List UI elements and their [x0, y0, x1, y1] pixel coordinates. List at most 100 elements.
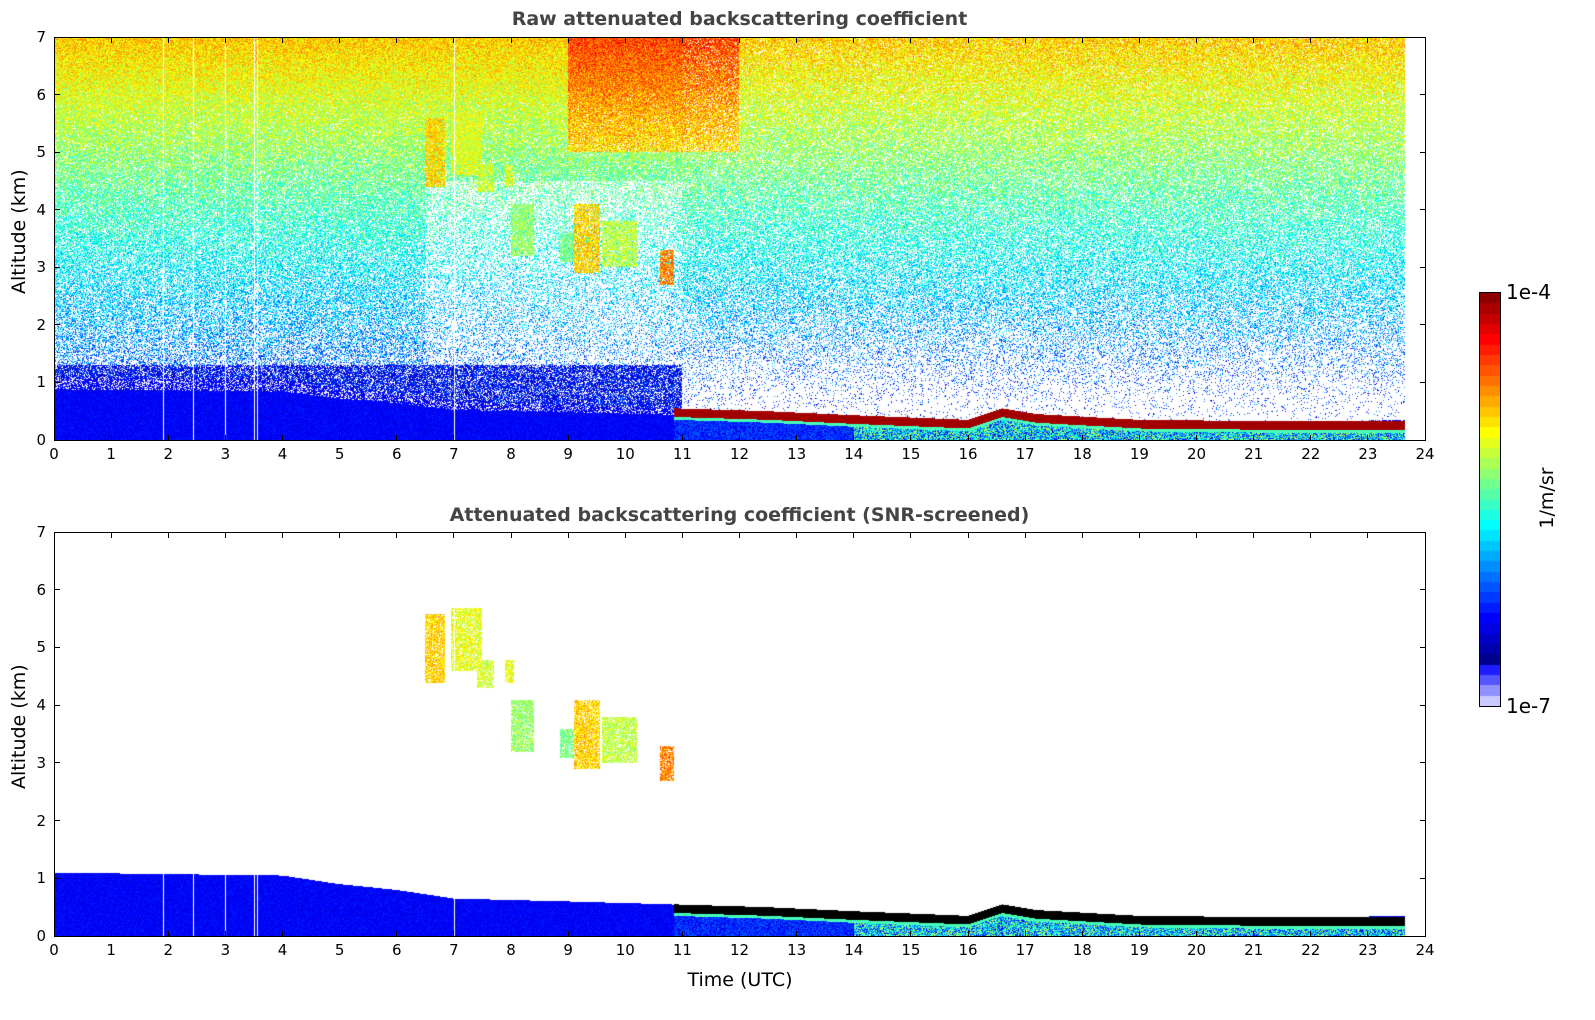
x-tick-label: 22 — [1301, 445, 1321, 463]
y-tick-left — [54, 209, 60, 211]
y-tick-right — [1420, 94, 1426, 96]
x-tick-top — [1081, 37, 1083, 43]
x-tick-bottom — [53, 931, 55, 937]
y-tick-label: 1 — [36, 869, 46, 888]
x-tick-top — [53, 532, 55, 538]
x-tick-top — [910, 37, 912, 43]
y-tick-right — [1420, 209, 1426, 211]
y-tick-label: 4 — [36, 696, 46, 715]
x-tick-label: 6 — [391, 941, 402, 959]
x-tick-bottom — [1424, 435, 1426, 441]
y-tick-label: 7 — [36, 28, 46, 46]
x-tick-top — [796, 532, 798, 538]
x-tick-top — [1138, 532, 1140, 538]
x-tick-top — [167, 37, 169, 43]
x-tick-top — [224, 37, 226, 43]
y-tick-left — [54, 646, 60, 648]
x-tick-top — [681, 37, 683, 43]
x-tick-label: 24 — [1415, 445, 1435, 463]
x-tick-label: 14 — [844, 445, 864, 463]
x-tick-top — [624, 532, 626, 538]
y-tick-right — [1420, 36, 1426, 38]
x-tick-top — [910, 532, 912, 538]
heatmap-top — [54, 37, 1425, 440]
x-tick-bottom — [453, 435, 455, 441]
x-tick-label: 13 — [787, 941, 807, 959]
x-tick-label: 20 — [1186, 941, 1207, 959]
x-tick-bottom — [339, 435, 341, 441]
x-tick-bottom — [1024, 931, 1026, 937]
x-tick-label: 8 — [506, 445, 516, 463]
x-tick-bottom — [567, 931, 569, 937]
y-tick-right — [1420, 704, 1426, 706]
x-tick-bottom — [1081, 931, 1083, 937]
x-tick-top — [110, 532, 112, 538]
x-tick-label: 10 — [615, 445, 635, 463]
x-tick-label: 16 — [958, 941, 978, 959]
x-tick-bottom — [853, 435, 855, 441]
y-tick-left — [54, 820, 60, 822]
x-tick-bottom — [1367, 931, 1369, 937]
x-tick-top — [453, 532, 455, 538]
x-tick-top — [1253, 37, 1255, 43]
x-tick-bottom — [110, 931, 112, 937]
x-tick-top — [739, 37, 740, 43]
x-tick-label: 5 — [334, 445, 345, 463]
x-tick-label: 24 — [1415, 941, 1435, 959]
x-tick-bottom — [282, 931, 283, 937]
x-tick-label: 19 — [1129, 445, 1149, 463]
x-tick-top — [739, 532, 740, 538]
x-tick-label: 17 — [1015, 941, 1035, 959]
x-tick-top — [853, 37, 855, 43]
x-tick-label: 21 — [1244, 941, 1264, 959]
y-tick-left — [54, 324, 60, 326]
x-tick-bottom — [910, 931, 912, 937]
heatmap-bottom — [54, 533, 1425, 936]
x-tick-label: 8 — [506, 941, 516, 959]
y-tick-left — [54, 762, 60, 764]
x-tick-top — [624, 37, 626, 43]
x-tick-bottom — [910, 435, 912, 441]
x-tick-top — [1196, 37, 1197, 43]
x-tick-label: 14 — [844, 941, 864, 959]
x-tick-top — [853, 532, 855, 538]
x-tick-bottom — [1138, 435, 1140, 441]
y-tick-label: 4 — [36, 200, 46, 219]
x-tick-bottom — [1196, 931, 1197, 937]
x-tick-label: 10 — [615, 941, 635, 959]
x-tick-label: 1 — [106, 941, 116, 959]
x-tick-top — [453, 37, 455, 43]
x-tick-top — [1196, 532, 1197, 538]
x-tick-label: 20 — [1186, 445, 1207, 463]
x-tick-label: 21 — [1244, 445, 1264, 463]
x-tick-top — [1367, 532, 1369, 538]
x-tick-label: 17 — [1015, 445, 1035, 463]
x-tick-bottom — [453, 931, 455, 937]
y-tick-right — [1420, 531, 1426, 533]
x-tick-label: 5 — [334, 941, 345, 959]
x-tick-label: 3 — [220, 941, 231, 959]
x-tick-bottom — [624, 435, 626, 441]
x-tick-top — [510, 532, 512, 538]
x-tick-top — [1024, 37, 1026, 43]
x-tick-bottom — [567, 435, 569, 441]
x-tick-bottom — [282, 435, 283, 441]
y-tick-label: 3 — [36, 258, 46, 277]
y-tick-left — [54, 877, 60, 879]
chart-title-bottom: Attenuated backscattering coefficient (S… — [449, 504, 1030, 526]
x-tick-top — [1024, 532, 1026, 538]
x-tick-label: 7 — [449, 445, 459, 463]
x-tick-bottom — [1424, 931, 1426, 937]
x-tick-top — [1253, 532, 1255, 538]
x-tick-top — [1424, 532, 1426, 538]
y-tick-right — [1420, 646, 1426, 648]
x-tick-bottom — [967, 435, 969, 441]
y-tick-left — [54, 935, 60, 937]
x-tick-bottom — [110, 435, 112, 441]
y-tick-right — [1420, 935, 1426, 937]
x-tick-bottom — [853, 931, 855, 937]
y-tick-left — [54, 589, 60, 591]
x-tick-top — [339, 532, 341, 538]
y-tick-right — [1420, 266, 1426, 268]
y-tick-right — [1420, 381, 1426, 383]
